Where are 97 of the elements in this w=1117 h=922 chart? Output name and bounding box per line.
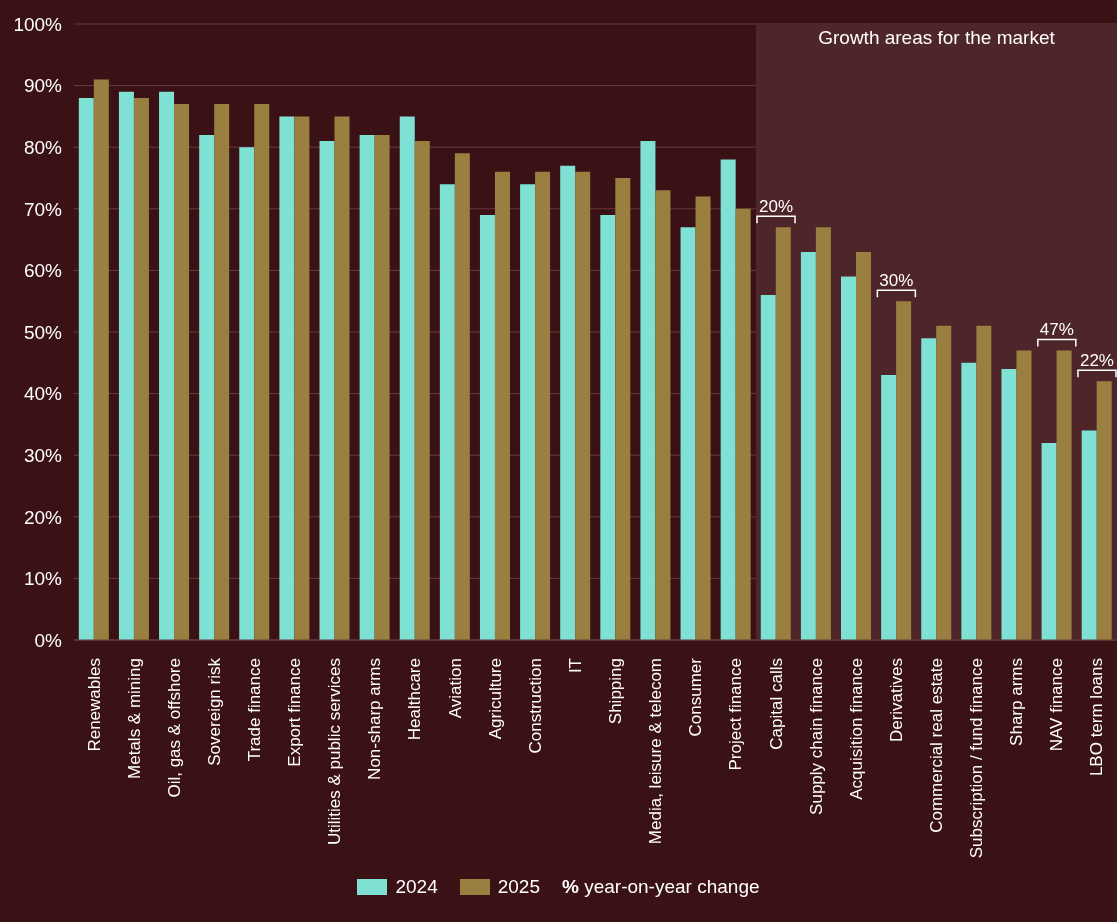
x-tick-label: IT bbox=[565, 658, 585, 674]
x-tick-label: Renewables bbox=[84, 658, 104, 752]
bar bbox=[841, 276, 857, 640]
x-tick-label: Metals & mining bbox=[124, 658, 144, 779]
bar bbox=[239, 147, 255, 640]
bar bbox=[1096, 381, 1112, 640]
y-tick-label: 20% bbox=[23, 506, 63, 528]
bar bbox=[78, 97, 94, 640]
x-tick-label: Media, leisure & telecom bbox=[646, 658, 666, 845]
bar bbox=[159, 91, 175, 640]
x-tick-label: Agriculture bbox=[485, 658, 505, 740]
bar bbox=[775, 227, 791, 640]
y-tick-label: 10% bbox=[23, 568, 63, 590]
bar bbox=[936, 325, 952, 640]
x-tick-label: Acquisition finance bbox=[846, 658, 866, 800]
bar bbox=[334, 116, 350, 640]
y-tick-label: 90% bbox=[23, 75, 63, 97]
x-tick-label: LBO term loans bbox=[1087, 658, 1107, 777]
bar bbox=[1081, 430, 1097, 640]
bar bbox=[454, 153, 470, 640]
bar bbox=[815, 227, 831, 640]
bar bbox=[1056, 350, 1072, 640]
annotation: 47% bbox=[1039, 320, 1074, 340]
bar bbox=[976, 325, 992, 640]
bar bbox=[881, 375, 897, 640]
y-tick-label: 0% bbox=[34, 629, 63, 651]
bar bbox=[174, 104, 190, 640]
bar bbox=[520, 184, 536, 640]
band-label: Growth areas for the market bbox=[818, 27, 1056, 49]
x-tick-label: Supply chain finance bbox=[806, 658, 826, 815]
bar bbox=[961, 362, 977, 640]
bar bbox=[856, 251, 872, 640]
bar bbox=[199, 134, 215, 640]
bar bbox=[896, 301, 912, 640]
bar bbox=[279, 116, 295, 640]
x-tick-label: Export finance bbox=[285, 658, 305, 767]
y-tick-label: 30% bbox=[23, 444, 63, 466]
bar bbox=[680, 227, 696, 640]
x-tick-label: NAV finance bbox=[1047, 658, 1067, 752]
x-tick-label: Shipping bbox=[606, 658, 626, 725]
x-tick-label: Oil, gas & offshore bbox=[164, 658, 184, 798]
x-tick-label: Healthcare bbox=[405, 658, 425, 741]
annotation: 30% bbox=[879, 271, 914, 291]
bar bbox=[695, 196, 711, 640]
bar bbox=[214, 104, 230, 640]
bar bbox=[640, 141, 656, 640]
bar bbox=[133, 97, 149, 640]
annotation: 20% bbox=[759, 197, 794, 217]
y-tick-label: 60% bbox=[23, 260, 63, 282]
bar bbox=[535, 171, 551, 640]
x-tick-label: Trade finance bbox=[245, 658, 265, 762]
bar bbox=[374, 134, 390, 640]
bar bbox=[118, 91, 134, 640]
legend-label: 2025 bbox=[497, 876, 541, 898]
x-tick-label: Capital calls bbox=[766, 658, 786, 750]
x-tick-label: Sovereign risk bbox=[204, 657, 224, 766]
x-tick-label: Consumer bbox=[686, 657, 706, 737]
y-tick-label: 40% bbox=[23, 383, 63, 405]
y-tick-label: 80% bbox=[23, 136, 63, 158]
x-tick-label: Utilities & public services bbox=[325, 658, 345, 846]
bar bbox=[575, 171, 591, 640]
x-tick-label: Non-sharp arms bbox=[365, 658, 385, 780]
y-tick-label: 50% bbox=[23, 321, 63, 343]
bar bbox=[1001, 368, 1017, 640]
x-tick-label: Derivatives bbox=[886, 658, 906, 743]
bar bbox=[494, 171, 510, 640]
x-tick-label: Project finance bbox=[726, 658, 746, 771]
bar bbox=[760, 295, 776, 640]
bar bbox=[1016, 350, 1032, 640]
bar bbox=[1041, 442, 1057, 640]
bar bbox=[439, 184, 455, 640]
x-tick-label: Subscription / fund finance bbox=[967, 658, 987, 859]
bar bbox=[735, 208, 751, 640]
bar bbox=[720, 159, 736, 640]
bar bbox=[655, 190, 671, 640]
y-tick-label: 100% bbox=[13, 13, 63, 35]
bar bbox=[93, 79, 109, 640]
bar bbox=[800, 251, 816, 640]
bar bbox=[359, 134, 375, 640]
text: % year-on-year change bbox=[562, 876, 760, 898]
annotation: 22% bbox=[1079, 351, 1114, 371]
legend-label: 2024 bbox=[395, 876, 438, 898]
bar bbox=[399, 116, 415, 640]
x-tick-label: Aviation bbox=[445, 658, 465, 719]
x-tick-label: Construction bbox=[525, 658, 545, 754]
bar bbox=[319, 141, 335, 640]
y-tick-label: 70% bbox=[23, 198, 63, 220]
x-tick-label: Commercial real estate bbox=[926, 658, 946, 833]
bar bbox=[414, 141, 430, 640]
bar bbox=[615, 178, 631, 640]
bar bbox=[921, 338, 937, 640]
bar bbox=[254, 104, 270, 640]
bar bbox=[600, 214, 616, 640]
bar bbox=[560, 165, 576, 640]
x-tick-label: Sharp arms bbox=[1007, 658, 1027, 746]
bar bbox=[479, 214, 495, 640]
bar bbox=[294, 116, 310, 640]
